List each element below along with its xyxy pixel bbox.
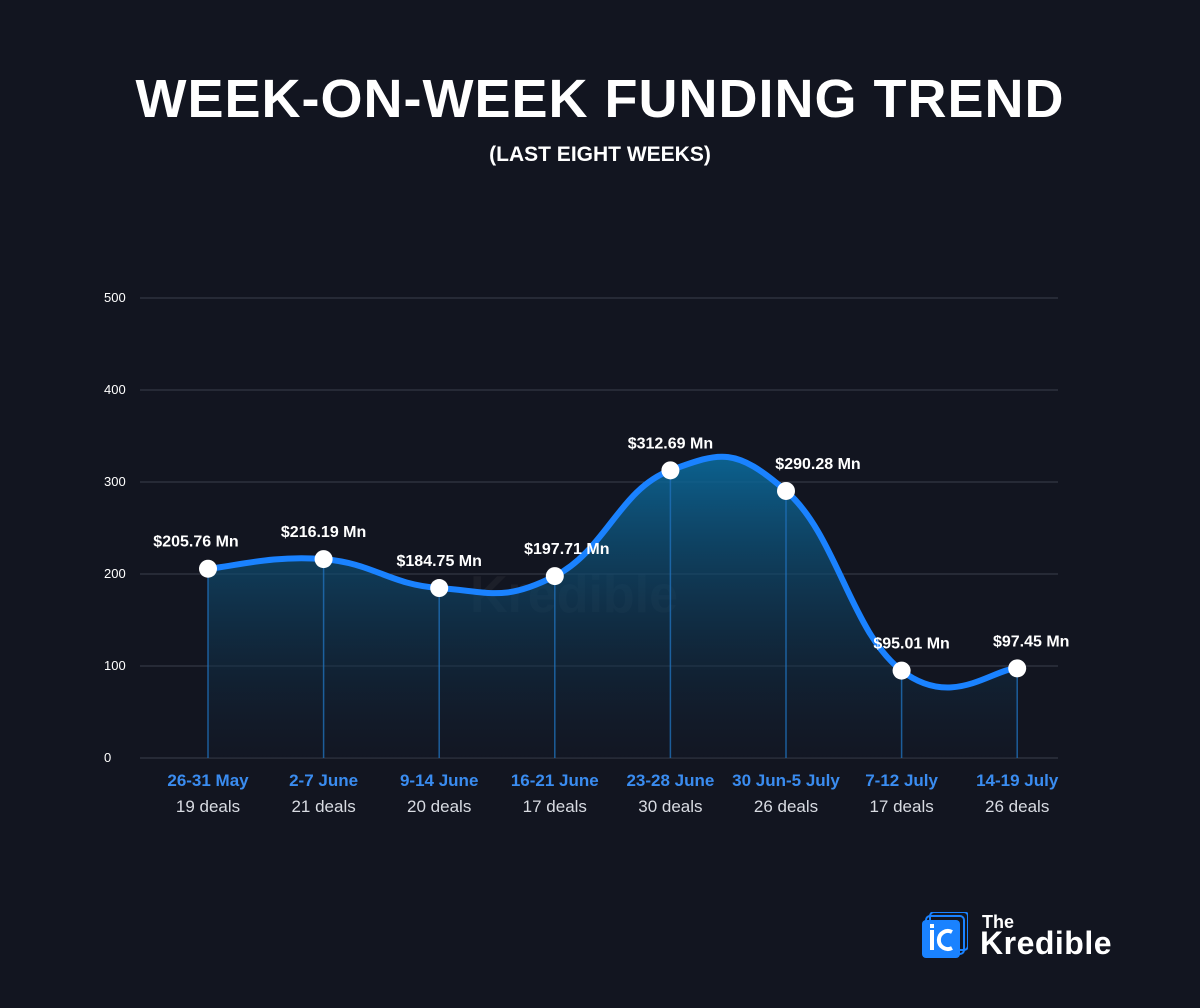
logo-name-text: Kredible [980, 925, 1113, 961]
data-label: $216.19 Mn [281, 524, 366, 541]
x-deals-label: 20 deals [407, 797, 471, 816]
kredible-logo: The Kredible [922, 908, 1132, 961]
data-point [430, 579, 449, 598]
data-label: $205.76 Mn [153, 534, 238, 551]
data-point [314, 550, 333, 569]
x-category-label: 14-19 July [976, 771, 1059, 790]
y-tick-label: 0 [104, 750, 111, 765]
data-label: $184.75 Mn [397, 553, 482, 570]
chart-subtitle: (LAST EIGHT WEEKS) [489, 143, 711, 166]
x-category-label: 9-14 June [400, 771, 478, 790]
data-point [661, 461, 680, 480]
x-deals-label: 26 deals [754, 797, 818, 816]
logo-the-text: The [982, 912, 1015, 932]
area-fill [208, 456, 1018, 758]
x-deals-label: 21 deals [291, 797, 355, 816]
x-deals-label: 17 deals [523, 797, 587, 816]
data-point [545, 567, 564, 586]
x-deals-label: 30 deals [638, 797, 702, 816]
data-point [777, 481, 795, 500]
data-label: $312.69 Mn [628, 435, 713, 452]
x-category-label: 2-7 June [289, 771, 358, 790]
data-label: $95.01 Mn [873, 636, 949, 653]
x-category-label: 30 Jun-5 July [732, 771, 840, 790]
data-label: $197.71 Mn [524, 541, 609, 558]
y-tick-label: 500 [104, 290, 126, 305]
x-deals-label: 26 deals [985, 797, 1049, 816]
data-point [892, 661, 911, 680]
x-category-label: 26-31 May [167, 771, 249, 790]
y-tick-label: 300 [104, 474, 126, 489]
x-category-label: 7-12 July [865, 771, 938, 790]
y-tick-label: 200 [104, 566, 126, 581]
series-line [205, 453, 1021, 691]
x-deals-label: 19 deals [176, 797, 240, 816]
kredible-logo-icon [922, 912, 968, 958]
x-category-label: 23-28 June [626, 771, 714, 790]
x-deals-label: 17 deals [869, 797, 933, 816]
data-label: $97.45 Mn [993, 633, 1069, 650]
data-point [1008, 659, 1027, 678]
chart-title: WEEK-ON-WEEK FUNDING TREND [135, 69, 1065, 129]
y-tick-label: 400 [104, 382, 126, 397]
y-tick-label: 100 [104, 658, 126, 673]
data-point [199, 559, 217, 578]
x-category-label: 16-21 June [511, 771, 599, 790]
data-label: $290.28 Mn [775, 456, 860, 473]
